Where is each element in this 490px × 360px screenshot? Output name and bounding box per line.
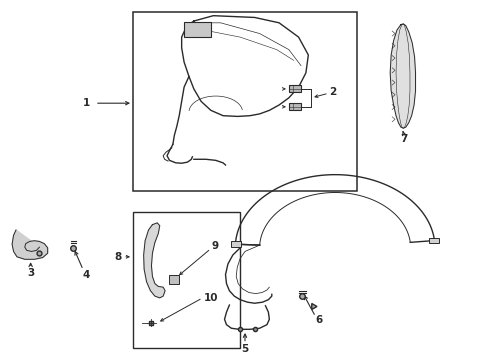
Text: 6: 6 — [316, 315, 323, 325]
Text: 8: 8 — [115, 252, 122, 262]
Polygon shape — [144, 223, 165, 298]
Text: 1: 1 — [83, 98, 90, 108]
Text: 4: 4 — [83, 270, 90, 280]
Bar — [133, 212, 240, 348]
Polygon shape — [12, 230, 48, 259]
Polygon shape — [390, 24, 416, 128]
Text: 5: 5 — [242, 343, 248, 354]
Text: 10: 10 — [203, 293, 218, 303]
FancyBboxPatch shape — [289, 103, 300, 111]
FancyBboxPatch shape — [429, 238, 440, 243]
Text: 7: 7 — [400, 134, 408, 144]
FancyBboxPatch shape — [170, 275, 179, 284]
FancyBboxPatch shape — [289, 85, 300, 93]
FancyBboxPatch shape — [230, 241, 241, 247]
Text: 9: 9 — [211, 241, 219, 251]
Text: 3: 3 — [27, 268, 34, 278]
FancyBboxPatch shape — [184, 22, 211, 37]
Text: 2: 2 — [329, 87, 336, 98]
Bar — [133, 12, 357, 191]
